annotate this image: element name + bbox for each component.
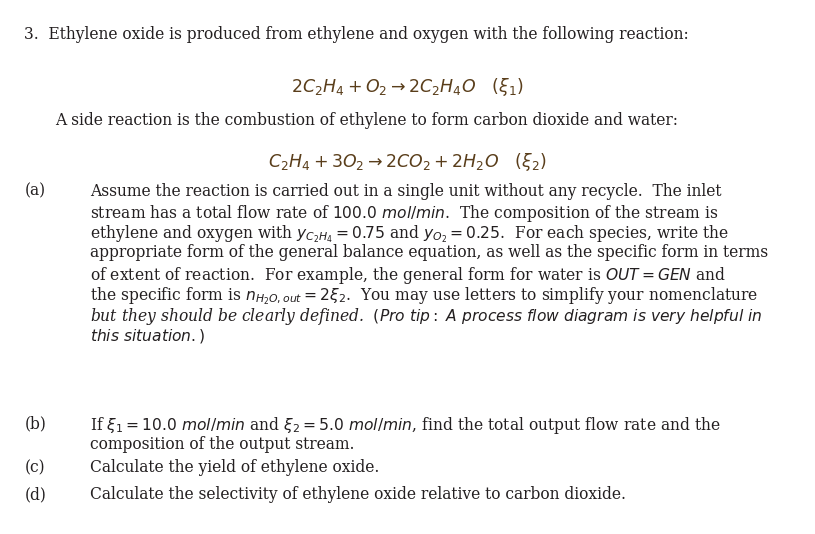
- Text: the specific form is $n_{H_2O,out} = 2\xi_2$.  You may use letters to simplify y: the specific form is $n_{H_2O,out} = 2\x…: [90, 285, 758, 307]
- Text: but they should be clearly defined.  $(Pro\ tip:\ A\ process\ flow\ diagram\ is\: but they should be clearly defined. $(Pr…: [90, 306, 762, 327]
- Text: 3.  Ethylene oxide is produced from ethylene and oxygen with the following react: 3. Ethylene oxide is produced from ethyl…: [24, 26, 689, 43]
- Text: A side reaction is the combustion of ethylene to form carbon dioxide and water:: A side reaction is the combustion of eth…: [55, 112, 678, 129]
- Text: stream has a total flow rate of $100.0\ mol/min$.  The composition of the stream: stream has a total flow rate of $100.0\ …: [90, 203, 718, 224]
- Text: Calculate the yield of ethylene oxide.: Calculate the yield of ethylene oxide.: [90, 459, 379, 476]
- Text: $2C_2H_4 + O_2 \rightarrow 2C_2H_4O \quad (\xi_1)$: $2C_2H_4 + O_2 \rightarrow 2C_2H_4O \qua…: [291, 76, 524, 98]
- Text: (b): (b): [24, 415, 46, 433]
- Text: composition of the output stream.: composition of the output stream.: [90, 436, 355, 453]
- Text: $C_2H_4 + 3O_2 \rightarrow 2CO_2 + 2H_2O \quad (\xi_2)$: $C_2H_4 + 3O_2 \rightarrow 2CO_2 + 2H_2O…: [268, 151, 547, 172]
- Text: ethylene and oxygen with $y_{C_2H_4} = 0.75$ and $y_{O_2} = 0.25$.  For each spe: ethylene and oxygen with $y_{C_2H_4} = 0…: [90, 224, 729, 245]
- Text: (d): (d): [24, 486, 46, 503]
- Text: Calculate the selectivity of ethylene oxide relative to carbon dioxide.: Calculate the selectivity of ethylene ox…: [90, 486, 626, 503]
- Text: $this\ situation.)$: $this\ situation.)$: [90, 326, 205, 344]
- Text: Assume the reaction is carried out in a single unit without any recycle.  The in: Assume the reaction is carried out in a …: [90, 183, 721, 200]
- Text: appropriate form of the general balance equation, as well as the specific form i: appropriate form of the general balance …: [90, 245, 768, 261]
- Text: of extent of reaction.  For example, the general form for water is $\mathit{OUT}: of extent of reaction. For example, the …: [90, 265, 726, 286]
- Text: If $\xi_1 = 10.0\ mol/min$ and $\xi_2 = 5.0\ mol/min$, find the total output flo: If $\xi_1 = 10.0\ mol/min$ and $\xi_2 = …: [90, 415, 720, 436]
- Text: (a): (a): [24, 183, 46, 200]
- Text: (c): (c): [24, 459, 45, 476]
